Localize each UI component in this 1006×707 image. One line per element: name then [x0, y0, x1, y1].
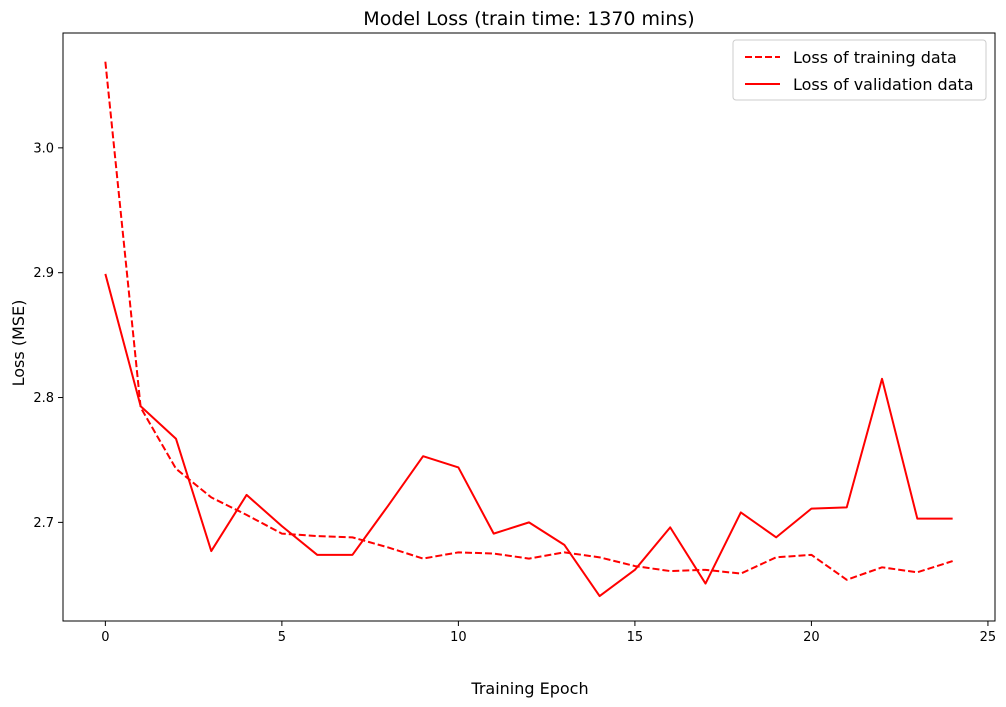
x-tick-label: 20	[803, 630, 820, 645]
y-tick-label: 2.8	[33, 391, 54, 406]
y-tick-label: 2.7	[33, 516, 54, 531]
legend-box	[732, 39, 987, 101]
plot-frame	[62, 32, 996, 622]
legend-label-1: Loss of training data	[793, 48, 957, 67]
y-axis-label: Loss (MSE)	[9, 300, 28, 387]
x-tick-label: 0	[101, 630, 109, 645]
x-axis-label: Training Epoch	[470, 679, 588, 698]
chart-title: Model Loss (train time: 1370 mins)	[363, 8, 694, 30]
series-line-1	[104, 61, 953, 581]
series-line-2	[104, 273, 953, 598]
x-tick-label: 5	[278, 630, 286, 645]
y-tick-label: 3.0	[33, 141, 54, 156]
axis-ticks: 0 5 10 15 20 25 2.7 2.8 2.9 3.0	[33, 141, 996, 645]
legend: Loss of training data Loss of validation …	[732, 39, 987, 101]
y-tick-label: 2.9	[33, 266, 54, 281]
x-tick-label: 15	[627, 630, 644, 645]
plot-area	[104, 61, 953, 598]
x-tick-label: 10	[450, 630, 467, 645]
x-tick-label: 25	[980, 630, 997, 645]
legend-label-2: Loss of validation data	[793, 75, 974, 94]
